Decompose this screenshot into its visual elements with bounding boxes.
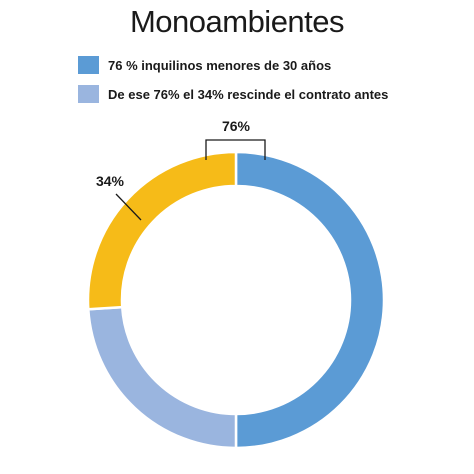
- annotation-left-label: 34%: [96, 173, 125, 189]
- chart-title: Monoambientes: [129, 4, 345, 39]
- slice-remaining: [86, 150, 238, 311]
- legend-label-rescind: De ese 76% el 34% rescinde el contrato a…: [108, 86, 389, 102]
- slice-under-30: [234, 150, 386, 450]
- legend-item-rescind: De ese 76% el 34% rescinde el contrato a…: [78, 82, 388, 106]
- annotation-bracket: [205, 139, 266, 160]
- legend: 76 % inquilinos menores de 30 años De es…: [78, 53, 388, 111]
- legend-item-under-30: 76 % inquilinos menores de 30 años: [78, 53, 388, 77]
- legend-swatch-light-blue: [78, 85, 99, 103]
- legend-swatch-blue: [78, 56, 99, 74]
- legend-label-under-30: 76 % inquilinos menores de 30 años: [108, 57, 332, 73]
- slice-rescind: [86, 305, 238, 450]
- annotation-top-label: 76%: [222, 118, 251, 134]
- donut-slices: [86, 150, 386, 450]
- annotation-leader-line: [115, 193, 142, 221]
